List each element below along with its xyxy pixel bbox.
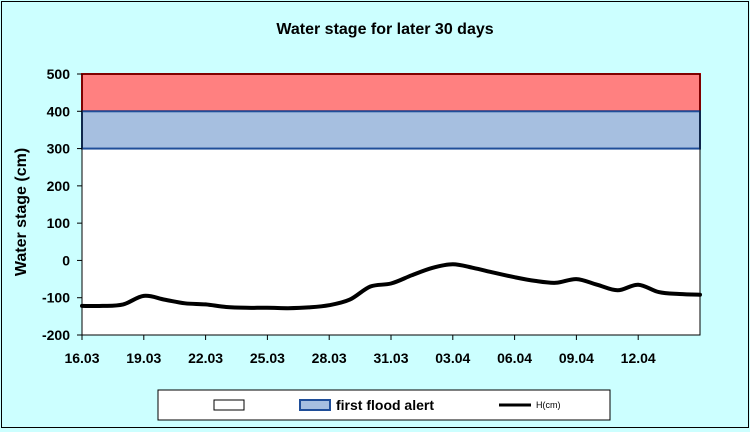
band-1 (81, 110, 701, 150)
legend-label-first-flood-alert: first flood alert (336, 397, 434, 413)
y-tick-label: 0 (62, 252, 70, 268)
x-tick-label: 16.03 (64, 350, 99, 366)
band-0 (81, 73, 701, 113)
x-tick-label: 03.04 (435, 350, 470, 366)
y-tick-label: 500 (47, 66, 71, 82)
y-tick-label: 200 (47, 178, 71, 194)
y-axis-label-group: Water stage (cm) (13, 148, 30, 276)
x-tick-label: 12.04 (621, 350, 656, 366)
x-tick-label: 28.03 (312, 350, 347, 366)
chart-title: Water stage for later 30 days (276, 21, 493, 38)
y-tick-label: -100 (42, 290, 70, 306)
x-tick-label: 06.04 (497, 350, 532, 366)
series-layer (80, 262, 702, 311)
legend-swatch-first-flood-alert (299, 399, 331, 411)
y-axis: 500 400 300 200 100 0 -100 -200 (42, 66, 82, 343)
legend-label-hcm: H(cm) (536, 400, 561, 410)
y-tick-label: 100 (47, 215, 71, 231)
x-tick-label: 09.04 (559, 350, 594, 366)
y-axis-label: Water stage (cm) (13, 148, 30, 276)
x-tick-label: 31.03 (373, 350, 408, 366)
chart-svg: Water stage for later 30 days Water stag… (13, 21, 702, 421)
x-tick-label: 25.03 (250, 350, 285, 366)
x-tick-label: 19.03 (126, 350, 161, 366)
y-tick-label: 400 (47, 103, 71, 119)
x-axis: 16.03 19.03 22.03 25.03 28.03 31.03 03.04 06.04… (64, 335, 656, 366)
legend-swatch-empty (213, 399, 245, 411)
flood-bands (81, 73, 701, 150)
series-line-hcm (80, 262, 702, 311)
y-tick-label: -200 (42, 327, 70, 343)
y-tick-label: 300 (47, 141, 71, 157)
x-tick-label: 22.03 (188, 350, 223, 366)
legend: first flood alert H(cm) (157, 389, 611, 421)
